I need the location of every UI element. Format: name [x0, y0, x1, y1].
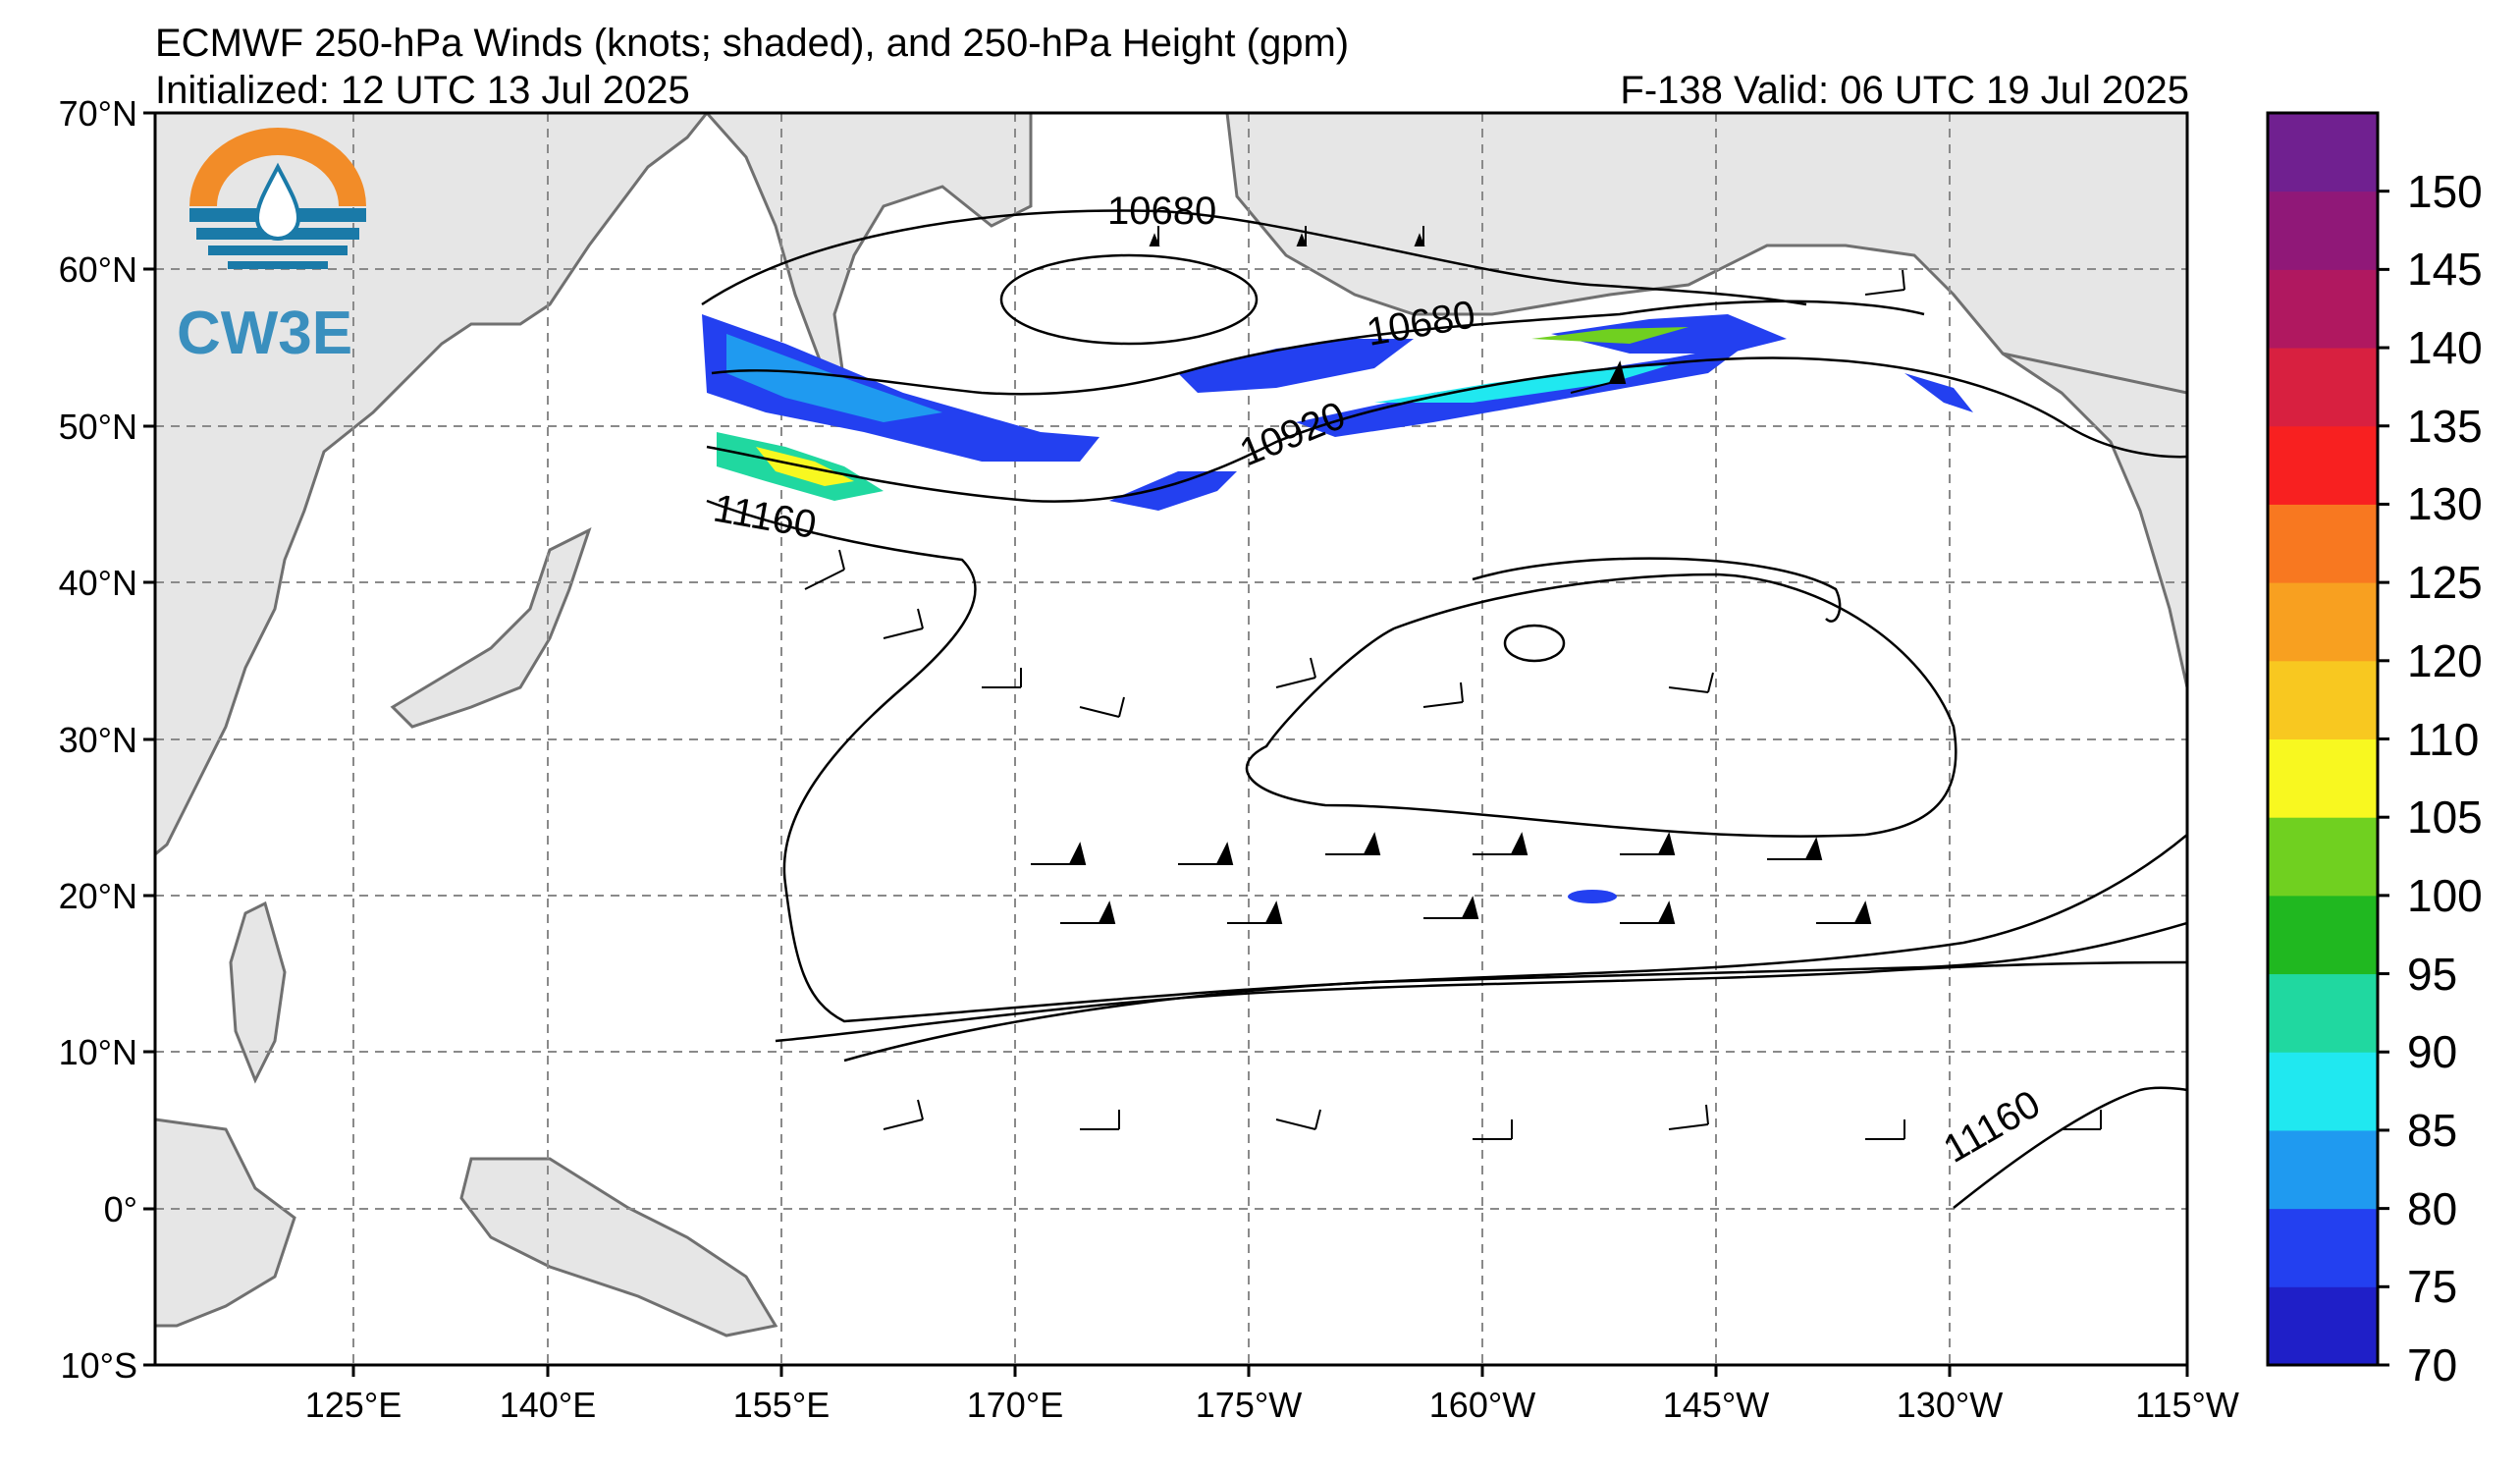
colorbar-label-110: 110: [2407, 713, 2480, 765]
colorbar-label-75: 75: [2407, 1261, 2458, 1313]
land-north-america-west: [2002, 352, 2187, 688]
lat-label-70n: 70°N: [58, 93, 137, 134]
colorbar-bin-70: [2268, 1286, 2378, 1366]
colorbar-bin-100: [2268, 817, 2378, 897]
land-kamchatka: [704, 113, 1033, 386]
colorbar-bin-105: [2268, 738, 2378, 818]
colorbar-label-90: 90: [2407, 1026, 2458, 1078]
land-philippines: [229, 900, 287, 1084]
logo-water-band-4: [228, 261, 328, 269]
colorbar-bin-75: [2268, 1208, 2378, 1287]
jet-streak-east: [1551, 314, 1787, 354]
lat-label-10n: 10°N: [58, 1032, 137, 1072]
initialized-time: Initialized: 12 UTC 13 Jul 2025: [155, 69, 690, 112]
colorbar-label-85: 85: [2407, 1104, 2458, 1156]
land-new-guinea: [459, 1157, 778, 1337]
colorbar-label-95: 95: [2407, 948, 2458, 1000]
logo-drop-icon: [254, 162, 301, 241]
colorbar-label-70: 70: [2407, 1339, 2458, 1391]
lon-label-160w: 160°W: [1428, 1385, 1536, 1425]
colorbar-label-125: 125: [2407, 557, 2483, 609]
jet-streak-small: [1109, 471, 1237, 511]
colorbar-bin-130: [2268, 425, 2378, 505]
lon-label-125e: 125°E: [304, 1385, 402, 1425]
contour-label-10680-a: 10680: [1107, 190, 1216, 233]
lon-label-115w: 115°W: [2135, 1385, 2239, 1425]
colorbar-bin-95: [2268, 895, 2378, 975]
land-japan: [390, 527, 592, 729]
chart-title: ECMWF 250-hPa Winds (knots; shaded), and…: [155, 22, 1350, 65]
colorbar-label-130: 130: [2407, 478, 2483, 530]
lon-label-130w: 130°W: [1896, 1385, 2004, 1425]
colorbar-label-150: 150: [2407, 165, 2483, 217]
colorbar-bin-120: [2268, 582, 2378, 662]
colorbar-bin-110: [2268, 660, 2378, 739]
land-asia: [155, 113, 709, 856]
jet-streak-west: [702, 314, 1099, 462]
colorbar-label-120: 120: [2407, 634, 2483, 686]
colorbar-label-80: 80: [2407, 1182, 2458, 1234]
lon-label-170e: 170°E: [966, 1385, 1064, 1425]
lon-label-175w: 175°W: [1195, 1385, 1303, 1425]
graticule: [155, 113, 2187, 1365]
colorbar-bin-80: [2268, 1129, 2378, 1210]
land-borneo-sulawesi: [155, 1118, 296, 1328]
colorbar-frame: [2266, 111, 2380, 1367]
lat-label-50n: 50°N: [58, 407, 137, 447]
colorbar-label-140: 140: [2407, 322, 2483, 374]
colorbar-bin-125: [2268, 504, 2378, 583]
colorbar-label-135: 135: [2407, 400, 2483, 452]
colorbar-label-105: 105: [2407, 791, 2483, 844]
axis-ticks: [143, 111, 2189, 1377]
lat-label-60n: 60°N: [58, 249, 137, 290]
lon-label-140e: 140°E: [499, 1385, 597, 1425]
logo-water-band-3: [208, 246, 348, 255]
jet-streak-central-a: [1178, 339, 1414, 393]
valid-time: F-138 Valid: 06 UTC 19 Jul 2025: [1620, 69, 2189, 112]
logo-sun-arc: [189, 128, 366, 206]
cw3e-logo: CW3E: [177, 128, 366, 367]
jet-streak-coast: [1904, 373, 1973, 412]
colorbar-label-100: 100: [2407, 869, 2483, 921]
colorbar-label-145: 145: [2407, 244, 2483, 296]
lat-label-10s: 10°S: [60, 1345, 137, 1386]
height-contours: [701, 209, 2187, 1209]
jet-streak-west-core: [726, 334, 942, 422]
colorbar-bin-145: [2268, 191, 2378, 270]
colorbar-bin-90: [2268, 973, 2378, 1053]
colorbar-bin-150: [2268, 113, 2378, 192]
lon-label-155e: 155°E: [732, 1385, 831, 1425]
colorbar-bin-85: [2268, 1052, 2378, 1131]
lat-label-40n: 40°N: [58, 563, 137, 603]
colorbar-bin-140: [2268, 269, 2378, 349]
jet-streak-hawaii: [1568, 890, 1617, 903]
logo-text: CW3E: [177, 300, 352, 367]
jet-streak-east-core: [1531, 327, 1689, 344]
lat-label-equator: 0°: [103, 1189, 137, 1229]
lat-label-20n: 20°N: [58, 876, 137, 916]
lon-label-145w: 145°W: [1662, 1385, 1770, 1425]
wind-barbs: [804, 226, 2102, 1140]
colorbar: [2268, 113, 2389, 1367]
colorbar-bin-135: [2268, 348, 2378, 427]
lat-label-30n: 30°N: [58, 720, 137, 760]
